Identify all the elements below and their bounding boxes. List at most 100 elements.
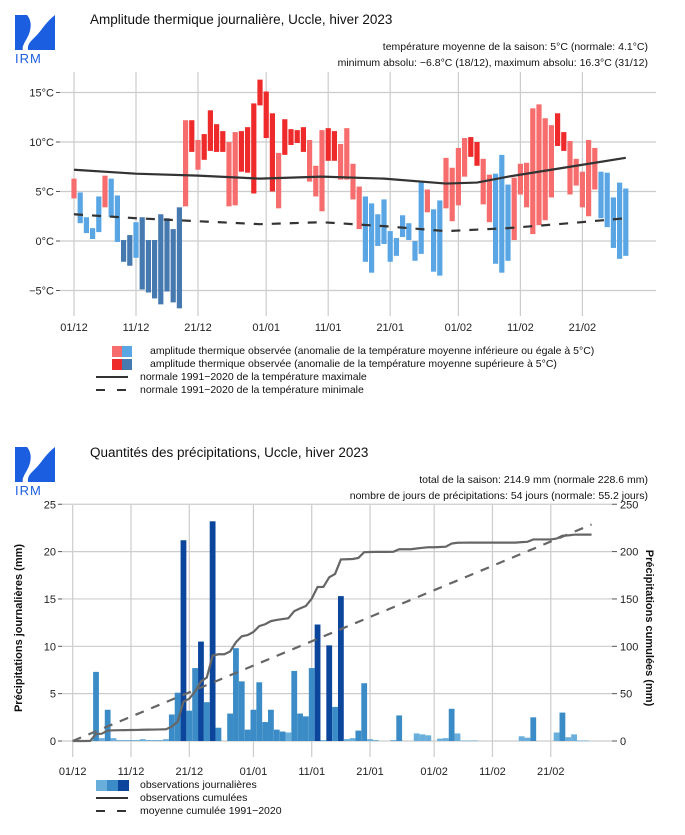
precipitation-bar: [396, 715, 403, 741]
temperature-range-bar: [362, 196, 368, 262]
temperature-range-bar: [511, 177, 517, 241]
temperature-range-bar: [288, 129, 294, 145]
y-tick-label: 0: [50, 736, 56, 748]
precipitation-bar: [565, 737, 572, 741]
temp-legend-label: normale 1991−2020 de la température mini…: [140, 384, 364, 396]
legend-swatch-blue-light: [122, 345, 132, 357]
precipitation-bar: [314, 624, 321, 741]
x-tick-label: 21/12: [176, 766, 204, 778]
temperature-range-bar: [604, 172, 610, 228]
x-tick-label: 21/01: [376, 322, 404, 334]
x-tick-label: 01/02: [420, 766, 448, 778]
prec-chart-title: Quantités des précipitations, Uccle, hiv…: [90, 445, 369, 460]
temperature-range-bar: [313, 165, 319, 197]
temperature-range-bar: [418, 181, 424, 254]
y-tick-label: 20: [44, 547, 56, 559]
precipitation-bar: [110, 738, 117, 741]
temperature-range-bar: [114, 195, 120, 242]
temperature-range-bar: [542, 118, 548, 221]
irm-logo: IRM: [15, 15, 55, 64]
logo-mark-left: [15, 447, 31, 482]
temperature-range-bar: [561, 132, 567, 151]
temperature-range-bar: [300, 127, 306, 152]
temperature-range-bar: [517, 163, 523, 195]
temperature-range-bar: [226, 142, 232, 207]
temperature-range-bar: [623, 188, 629, 256]
temperature-range-bar: [133, 222, 139, 258]
y2-tick-label: 50: [620, 689, 632, 701]
logo-mark-right: [27, 15, 55, 50]
y-tick-label: 25: [44, 499, 56, 511]
temperature-range-bar: [462, 138, 468, 177]
precipitation-bar: [262, 722, 268, 741]
precipitation-bar: [192, 668, 199, 741]
temperature-range-bar: [400, 215, 406, 238]
temperature-range-bar: [530, 108, 536, 235]
temp-legend-item-low: amplitude thermique observée (anomalie d…: [112, 345, 594, 357]
temperature-range-bar: [393, 238, 399, 256]
precipitation-bar: [337, 596, 344, 741]
precipitation-bar: [145, 740, 152, 741]
prec-legend-label: observations cumulées: [140, 792, 248, 804]
temperature-range-bar: [245, 127, 251, 173]
temperature-range-bar: [579, 171, 585, 208]
temp-legend-label: amplitude thermique observée (anomalie d…: [150, 358, 557, 370]
precipitation-bar: [390, 740, 397, 741]
precipitation-bar: [209, 521, 216, 741]
precipitation-bar: [437, 738, 443, 741]
temperature-range-bar: [269, 113, 275, 192]
precipitation-bar: [157, 740, 164, 741]
y-tick-label: −5°C: [29, 286, 54, 298]
precipitation-bar: [203, 702, 210, 741]
precipitation-bar: [442, 738, 449, 741]
precipitation-bar: [343, 739, 350, 741]
legend-solid-line: [96, 376, 128, 378]
temperature-range-bar: [71, 178, 77, 199]
logo-text: IRM: [15, 483, 42, 496]
temperature-range-bar: [344, 128, 350, 180]
temp-legend-label: amplitude thermique observée (anomalie d…: [150, 345, 595, 357]
temperature-range-bar: [412, 241, 418, 261]
precipitation-bar: [425, 735, 432, 741]
temperature-range-bar: [449, 167, 455, 222]
temperature-range-bar: [592, 147, 598, 190]
precipitation-bar: [238, 681, 245, 741]
temperature-range-bar: [195, 140, 201, 170]
precipitation-bar: [279, 731, 286, 741]
temperature-range-bar: [369, 203, 375, 273]
temperature-range-bar: [220, 131, 226, 152]
legend-swatch-dark: [118, 779, 129, 791]
precipitation-bar: [98, 738, 105, 741]
temperature-range-bar: [617, 182, 623, 259]
y-tick-label: 15°C: [29, 88, 54, 100]
precipitation-bar: [273, 729, 280, 741]
cumulative-normal-line: [72, 523, 592, 743]
temperature-range-bar: [555, 113, 561, 146]
temp-chart-title: Amplitude thermique journalière, Uccle, …: [90, 12, 393, 27]
prec-stat-days: nombre de jours de précipitations: 54 jo…: [349, 490, 648, 502]
temperature-chart: 15°C 10°C 5°C 0°C −5°C 01/12 11/12 21/12 01/01 11…: [29, 72, 656, 334]
temperature-range-bar: [108, 178, 114, 218]
legend-swatch-red-light: [112, 345, 122, 357]
precipitation-bar: [530, 717, 537, 741]
y-tick-label: 5°C: [36, 187, 55, 199]
temperature-range-bar: [524, 162, 530, 208]
y2-tick-label: 0: [620, 736, 626, 748]
temperature-range-bar: [536, 104, 542, 226]
precipitation-bar: [227, 713, 234, 741]
prec-legend-label: observations journalières: [140, 779, 257, 791]
precipitation-bar: [250, 709, 257, 741]
temperature-range-bar: [573, 158, 579, 186]
precipitation-bar: [303, 716, 309, 741]
temp-legend-item-normal-min: normale 1991−2020 de la température mini…: [96, 384, 364, 396]
temperature-range-bar: [263, 91, 269, 139]
temperature-range-bar: [127, 235, 133, 266]
x-tick-label: 11/01: [298, 766, 325, 778]
temperature-range-bar: [499, 154, 505, 273]
temperature-range-bar: [201, 134, 207, 160]
temperature-range-bar: [257, 79, 263, 106]
precipitation-bar: [233, 648, 239, 741]
precipitation-bar: [297, 713, 303, 741]
temperature-range-bar: [381, 199, 387, 244]
legend-swatch-light: [96, 779, 107, 791]
